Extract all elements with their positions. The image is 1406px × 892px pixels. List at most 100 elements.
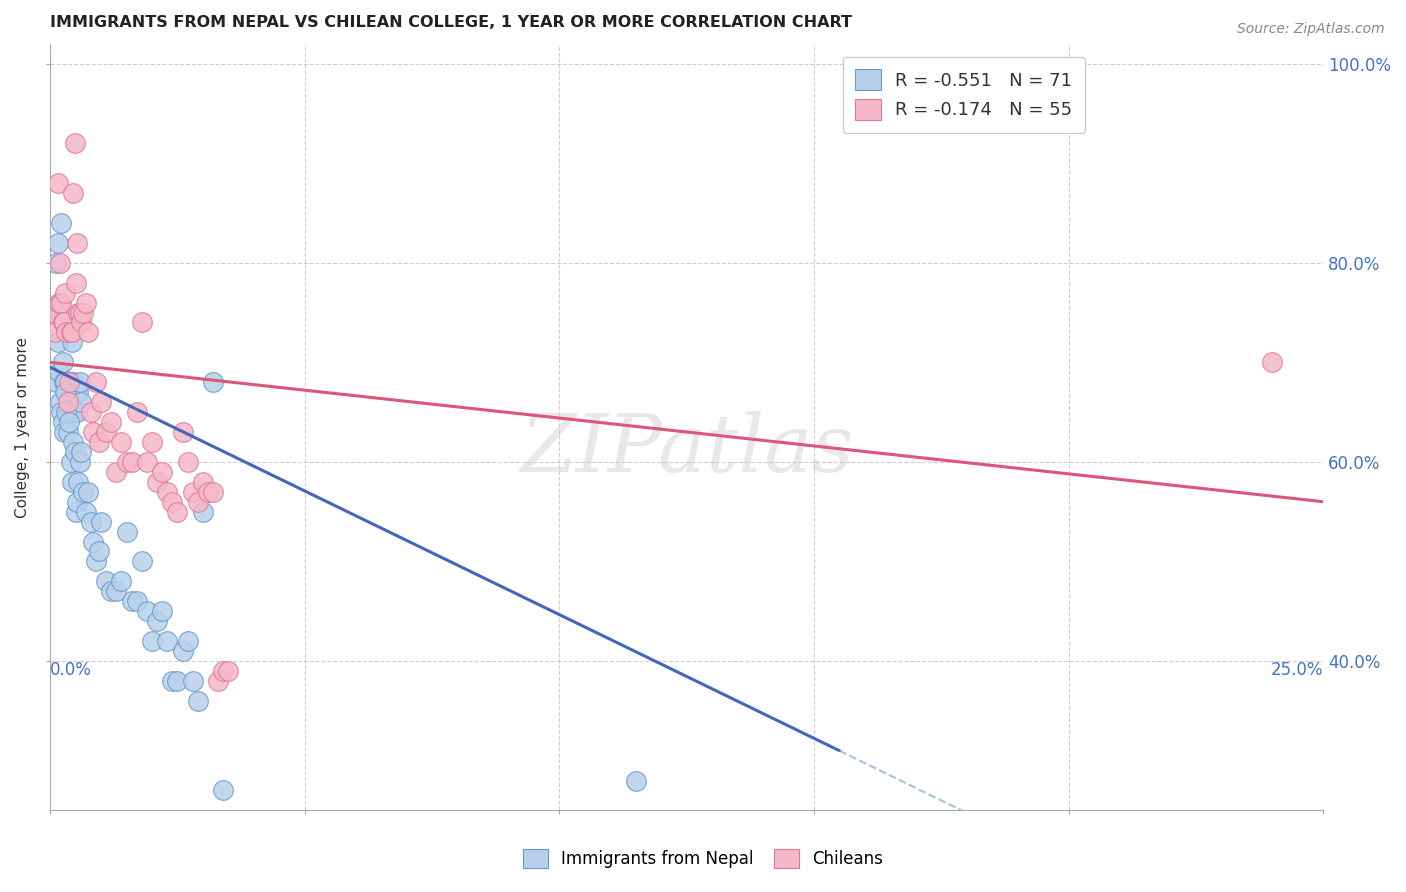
Point [1261, 355, 1284, 369]
Point [63, 405, 86, 419]
Point [69, 445, 91, 459]
Point [187, 694, 209, 708]
Point [58, 395, 80, 409]
Point [52, 415, 75, 429]
Point [51, 216, 73, 230]
Point [90, 515, 112, 529]
Point [176, 634, 198, 648]
Point [44, 326, 66, 340]
Point [125, 594, 148, 608]
Point [202, 484, 225, 499]
Point [45, 256, 67, 270]
Point [46, 176, 69, 190]
Point [150, 465, 173, 479]
Legend: R = -0.551   N = 71, R = -0.174   N = 55: R = -0.551 N = 71, R = -0.174 N = 55 [842, 56, 1085, 133]
Point [90, 395, 112, 409]
Text: IMMIGRANTS FROM NEPAL VS CHILEAN COLLEGE, 1 YEAR OR MORE CORRELATION CHART: IMMIGRANTS FROM NEPAL VS CHILEAN COLLEGE… [51, 15, 852, 30]
Point [84, 375, 107, 389]
Point [110, 574, 132, 589]
Point [55, 326, 77, 340]
Point [135, 604, 157, 618]
Point [105, 465, 128, 479]
Point [166, 673, 188, 688]
Point [87, 434, 110, 449]
Point [105, 584, 128, 599]
Point [87, 544, 110, 558]
Point [110, 434, 132, 449]
Point [156, 484, 179, 499]
Point [82, 534, 104, 549]
Point [51, 295, 73, 310]
Point [176, 455, 198, 469]
Point [162, 673, 184, 688]
Point [212, 783, 235, 797]
Point [146, 614, 169, 628]
Point [52, 316, 75, 330]
Point [146, 475, 169, 489]
Point [69, 375, 91, 389]
Point [100, 415, 122, 429]
Point [48, 295, 70, 310]
Point [59, 326, 82, 340]
Point [67, 475, 90, 489]
Point [115, 455, 138, 469]
Point [72, 484, 94, 499]
Point [49, 305, 72, 319]
Point [131, 554, 153, 568]
Point [84, 554, 107, 568]
Point [65, 505, 87, 519]
Point [141, 434, 163, 449]
Point [45, 305, 67, 319]
Point [65, 385, 87, 400]
Point [69, 316, 91, 330]
Point [59, 455, 82, 469]
Point [100, 584, 122, 599]
Point [55, 385, 77, 400]
Point [80, 405, 103, 419]
Point [49, 395, 72, 409]
Point [94, 574, 117, 589]
Point [46, 235, 69, 250]
Legend: Immigrants from Nepal, Chileans: Immigrants from Nepal, Chileans [516, 843, 890, 875]
Point [207, 673, 229, 688]
Point [58, 375, 80, 389]
Point [60, 335, 83, 350]
Point [187, 494, 209, 508]
Point [121, 455, 143, 469]
Point [624, 773, 647, 788]
Point [55, 385, 77, 400]
Text: 0.0%: 0.0% [51, 661, 91, 679]
Text: ZIPatlas: ZIPatlas [520, 411, 853, 489]
Point [67, 385, 90, 400]
Point [56, 425, 79, 439]
Point [62, 375, 84, 389]
Point [55, 405, 77, 419]
Point [60, 326, 83, 340]
Point [69, 395, 91, 409]
Point [52, 355, 75, 369]
Point [55, 285, 77, 300]
Point [172, 425, 194, 439]
Point [156, 634, 179, 648]
Point [48, 295, 70, 310]
Point [72, 305, 94, 319]
Point [202, 375, 225, 389]
Point [53, 316, 76, 330]
Point [75, 505, 97, 519]
Point [69, 455, 91, 469]
Point [162, 494, 184, 508]
Point [77, 326, 100, 340]
Point [49, 256, 72, 270]
Point [150, 604, 173, 618]
Point [166, 505, 188, 519]
Point [217, 664, 239, 678]
Point [48, 365, 70, 379]
Point [58, 415, 80, 429]
Point [82, 425, 104, 439]
Point [181, 673, 204, 688]
Point [55, 375, 77, 389]
Point [59, 375, 82, 389]
Y-axis label: College, 1 year or more: College, 1 year or more [15, 336, 30, 517]
Point [191, 505, 214, 519]
Point [51, 405, 73, 419]
